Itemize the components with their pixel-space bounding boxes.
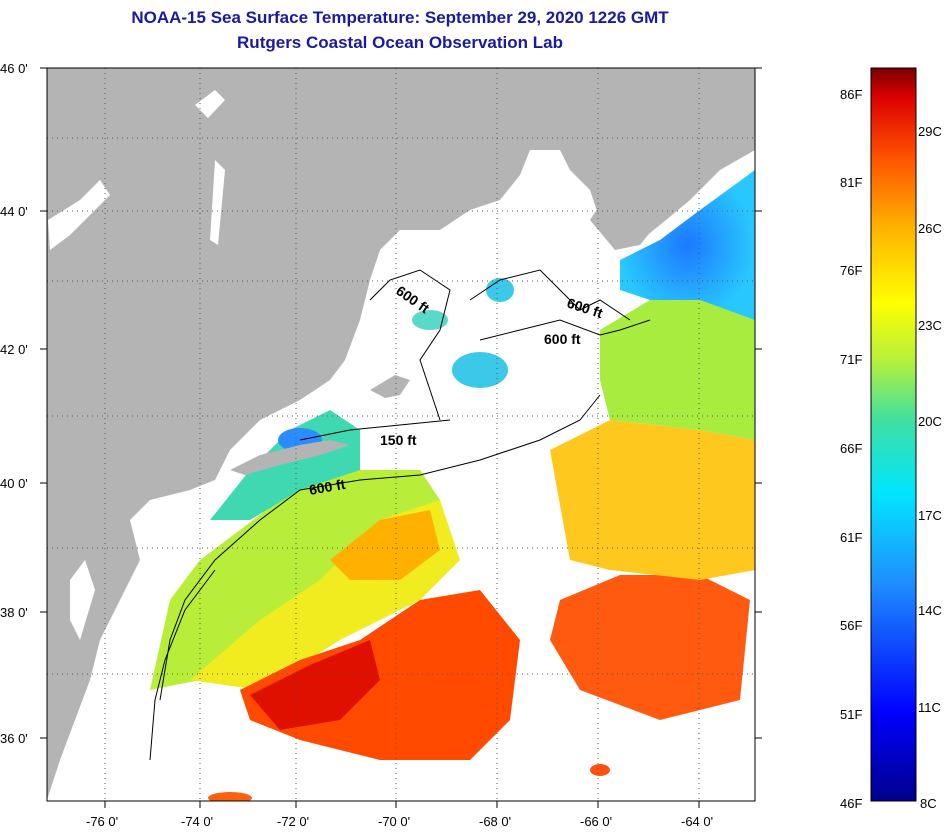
- lat-label: 42 0': [0, 342, 28, 357]
- lon-label: -76 0': [86, 814, 118, 829]
- temperature-colorbar: [870, 67, 917, 802]
- sst-patch: [412, 310, 448, 330]
- contour-label: 150 ft: [380, 432, 417, 448]
- bay: [70, 560, 95, 640]
- lat-label: 36 0': [0, 731, 28, 746]
- lon-label: -68 0': [479, 814, 511, 829]
- colorbar-c-label: 29C: [918, 124, 942, 139]
- colorbar-f-label: 46F: [840, 796, 863, 811]
- colorbar-f-label: 76F: [840, 263, 863, 278]
- sst-east-yellow: [550, 420, 755, 580]
- colorbar-c-label: 11C: [918, 700, 941, 715]
- bathymetry-contours: [149, 269, 651, 761]
- colorbar-c-label: 17C: [918, 508, 942, 523]
- colorbar-f-label: 61F: [840, 530, 863, 545]
- contour-label: 600 ft: [308, 476, 347, 498]
- lon-ticks: [104, 801, 700, 808]
- lat-ticks: [40, 67, 762, 739]
- sst-patch: [208, 792, 252, 801]
- colorbar-f-label: 51F: [840, 707, 863, 722]
- land-nova-scotia: [590, 100, 755, 250]
- sst-ne-green: [600, 300, 755, 440]
- sst-orange-core: [330, 510, 440, 580]
- lat-label: 44 0': [0, 204, 28, 219]
- sst-shelf-green: [150, 470, 440, 690]
- colorbar-f-label: 71F: [840, 352, 863, 367]
- sst-ne-blue: [620, 170, 755, 320]
- lat-label: 40 0': [0, 476, 28, 491]
- colorbar-c-label: 26C: [918, 221, 942, 236]
- land-long-island: [230, 440, 350, 475]
- lat-label: 46 0': [0, 61, 28, 76]
- lake: [210, 160, 225, 245]
- lake: [48, 180, 110, 250]
- lon-label: -66 0': [580, 814, 612, 829]
- grid-lines: [47, 68, 755, 801]
- lat-label: 38 0': [0, 605, 28, 620]
- sst-east-eddy: [550, 575, 750, 720]
- lon-label: -64 0': [681, 814, 713, 829]
- colorbar-c-label: 8C: [920, 796, 937, 811]
- colorbar-f-label: 56F: [840, 618, 863, 633]
- lake: [195, 90, 225, 118]
- map-frame: [46, 67, 756, 802]
- sst-patch: [486, 278, 514, 302]
- lon-label: -70 0': [378, 814, 410, 829]
- colorbar-c-label: 14C: [918, 603, 942, 618]
- colorbar-c-label: 20C: [918, 414, 942, 429]
- land-mainland: [47, 68, 755, 800]
- contour-label: 600 ft: [544, 331, 581, 347]
- lon-label: -72 0': [277, 814, 309, 829]
- sst-patch: [452, 352, 508, 388]
- map-title: NOAA-15 Sea Surface Temperature: Septemb…: [131, 8, 669, 27]
- land-cape-cod: [370, 375, 410, 398]
- colorbar-f-label: 66F: [840, 441, 863, 456]
- map-subtitle: Rutgers Coastal Ocean Observation Lab: [237, 33, 563, 52]
- sst-shelf-cyan: [210, 410, 360, 520]
- colorbar-f-label: 86F: [840, 87, 863, 102]
- colorbar-f-label: 81F: [840, 175, 863, 190]
- colorbar-c-label: 23C: [918, 318, 942, 333]
- sst-patch: [590, 764, 610, 776]
- sst-gulf-stream-core: [250, 640, 380, 730]
- lon-label: -74 0': [181, 814, 213, 829]
